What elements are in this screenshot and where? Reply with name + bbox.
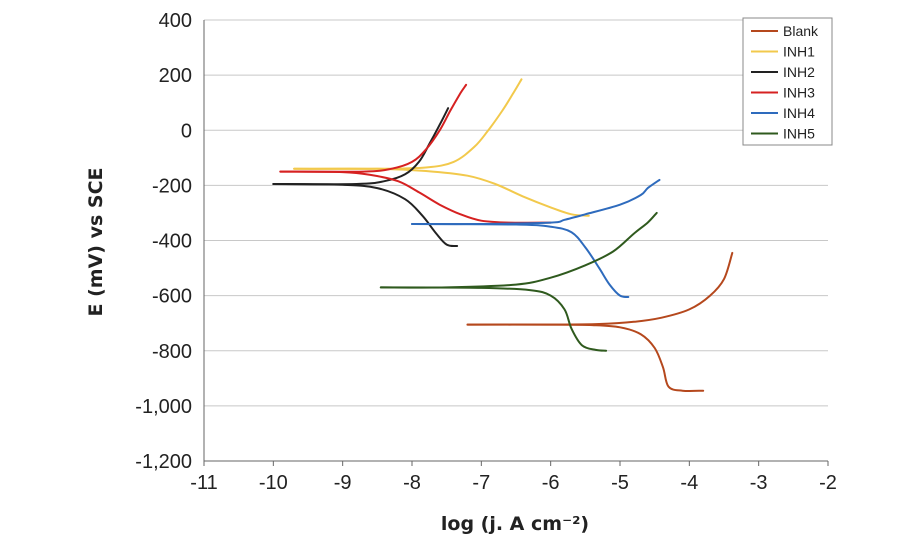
x-tick-label: -4 (680, 472, 698, 494)
legend-label-inh4: INH4 (783, 105, 815, 121)
x-tick-label: -6 (542, 472, 560, 494)
x-tick-label: -2 (819, 472, 837, 494)
series-inh2-cathodic-line (272, 183, 459, 248)
x-axis-title: log (j. A cm⁻²) (441, 513, 589, 535)
series-inh5 (379, 211, 658, 352)
y-tick-label: -400 (152, 231, 192, 253)
x-tick-label: -8 (403, 472, 421, 494)
y-tick-label: 400 (159, 10, 192, 32)
series-blank-anodic-line (466, 251, 734, 326)
x-tick-label: -11 (190, 472, 217, 494)
series-inh3-anodic-line (279, 83, 468, 173)
series-inh4-cathodic-line (411, 223, 630, 299)
series-inh5-cathodic-line (379, 286, 608, 352)
legend-box (742, 17, 833, 146)
y-tick-label: -1,000 (135, 396, 192, 418)
series-inh1-anodic-line (293, 78, 523, 170)
tick-labels: 400 200 0 -200 -400 -600 -800 -1,000 -1,200-11 -1… (135, 10, 837, 494)
legend-label-inh1: INH1 (783, 44, 815, 60)
y-tick-label: -800 (152, 341, 192, 363)
series-blank-cathodic-line (466, 323, 705, 393)
x-tick-label: -5 (611, 472, 629, 494)
series-inh3 (279, 83, 552, 224)
series-inh4-anodic-line (411, 178, 661, 226)
series-inh2-anodic-line (272, 107, 450, 186)
legend: Blank INH1 INH2 INH3 INH4 INH5 (742, 17, 833, 146)
axes (203, 20, 829, 466)
legend-label-inh3: INH3 (783, 85, 815, 101)
x-tick-label: -3 (750, 472, 768, 494)
series-inh1 (293, 78, 590, 217)
y-tick-label: -1,200 (135, 451, 192, 473)
series-inh2 (272, 107, 459, 248)
legend-label-inh5: INH5 (783, 126, 815, 142)
series-inh4 (411, 178, 661, 299)
series-group (272, 78, 734, 393)
y-axis-title: E (mV) vs SCE (85, 168, 107, 317)
legend-label-blank: Blank (783, 23, 819, 39)
series-blank (466, 251, 734, 393)
x-tick-label: -9 (334, 472, 352, 494)
y-tick-label: 0 (181, 120, 192, 142)
x-tick-label: -10 (259, 472, 288, 494)
grid-lines (204, 19, 828, 462)
series-inh1-cathodic-line (293, 167, 590, 217)
x-tick-label: -7 (472, 472, 490, 494)
series-inh5-anodic-line (379, 211, 658, 289)
y-tick-label: -200 (152, 175, 192, 197)
series-inh3-cathodic-line (279, 170, 552, 224)
legend-label-inh2: INH2 (783, 64, 815, 80)
y-tick-label: 200 (159, 65, 192, 87)
y-tick-label: -600 (152, 286, 192, 308)
